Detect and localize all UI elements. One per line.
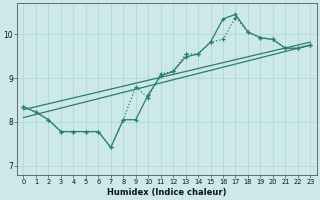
X-axis label: Humidex (Indice chaleur): Humidex (Indice chaleur) [107,188,227,197]
